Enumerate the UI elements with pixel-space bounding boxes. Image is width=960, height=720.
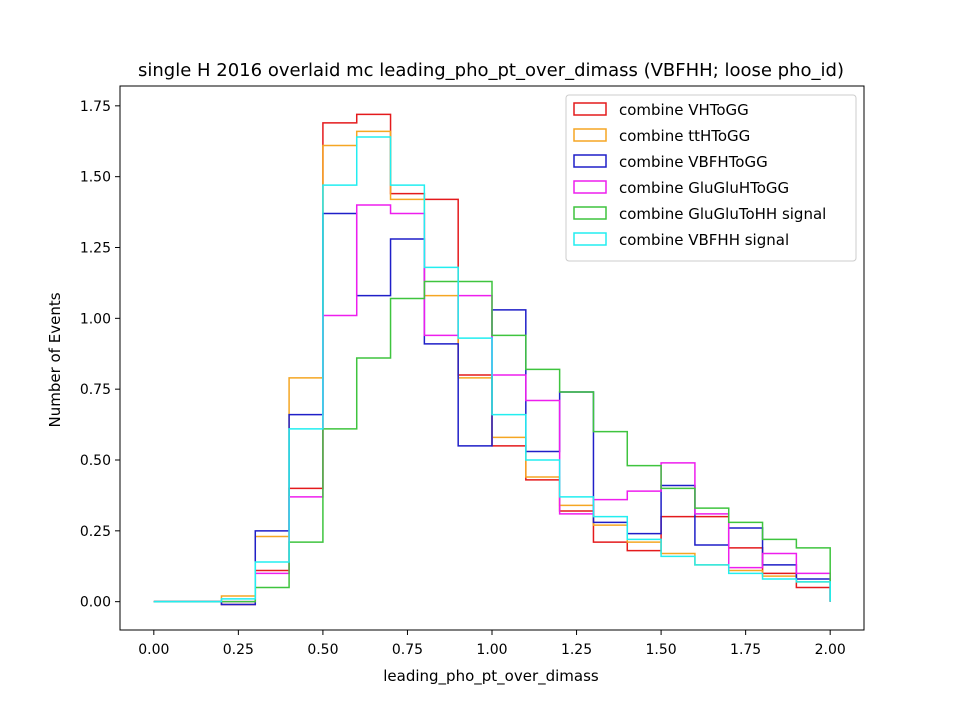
x-tick-label: 0.00 xyxy=(138,642,169,658)
legend-label-1: combine VHToGG xyxy=(619,101,749,119)
chart-title: single H 2016 overlaid mc leading_pho_pt… xyxy=(138,60,844,81)
y-tick-label: 0.25 xyxy=(80,524,111,540)
legend-swatch-2 xyxy=(573,128,607,142)
y-tick-label: 1.50 xyxy=(80,170,111,186)
x-tick-label: 1.75 xyxy=(730,642,761,658)
series-5-step xyxy=(153,280,831,603)
y-tick-label: 1.25 xyxy=(80,241,111,257)
y-tick-label: 0.75 xyxy=(80,382,111,398)
legend-swatch-3 xyxy=(573,154,607,168)
legend-swatch-4 xyxy=(573,180,607,194)
series-layer xyxy=(153,113,831,606)
legend-swatch-6 xyxy=(573,232,607,246)
x-tick-label: 2.00 xyxy=(815,642,846,658)
x-axis: 0.00 0.25 0.50 0.75 1.00 1.25 1.50 1.75 2.00 xyxy=(138,630,846,658)
x-tick-label: 1.00 xyxy=(476,642,507,658)
legend-label-5: combine GluGluToHH signal xyxy=(619,205,826,223)
x-tick-label: 0.50 xyxy=(307,642,338,658)
legend-label-4: combine GluGluHToGG xyxy=(619,179,789,197)
series-4-step xyxy=(153,204,831,603)
legend-label-2: combine ttHToGG xyxy=(619,127,750,145)
legend-label-6: combine VBFHH signal xyxy=(619,231,789,249)
x-axis-label: leading_pho_pt_over_dimass xyxy=(383,667,599,686)
x-tick-label: 1.50 xyxy=(646,642,677,658)
y-tick-label: 0.50 xyxy=(80,453,111,469)
y-tick-label: 1.00 xyxy=(80,311,111,327)
legend-label-3: combine VBFHToGG xyxy=(619,153,768,171)
legend-swatch-1 xyxy=(573,102,607,116)
x-tick-label: 1.25 xyxy=(561,642,592,658)
y-tick-label: 1.75 xyxy=(80,99,111,115)
legend: combine VHToGG combine ttHToGG combine VBF… xyxy=(565,94,857,262)
y-tick-label: 0.00 xyxy=(80,595,111,611)
x-tick-label: 0.25 xyxy=(223,642,254,658)
legend-swatch-5 xyxy=(573,206,607,220)
y-axis-label: Number of Events xyxy=(46,292,64,427)
legend-box xyxy=(565,94,857,262)
y-axis: 0.00 0.25 0.50 0.75 1.00 1.25 1.50 1.75 xyxy=(80,99,120,611)
series-6-step xyxy=(153,136,831,603)
x-tick-label: 0.75 xyxy=(392,642,423,658)
